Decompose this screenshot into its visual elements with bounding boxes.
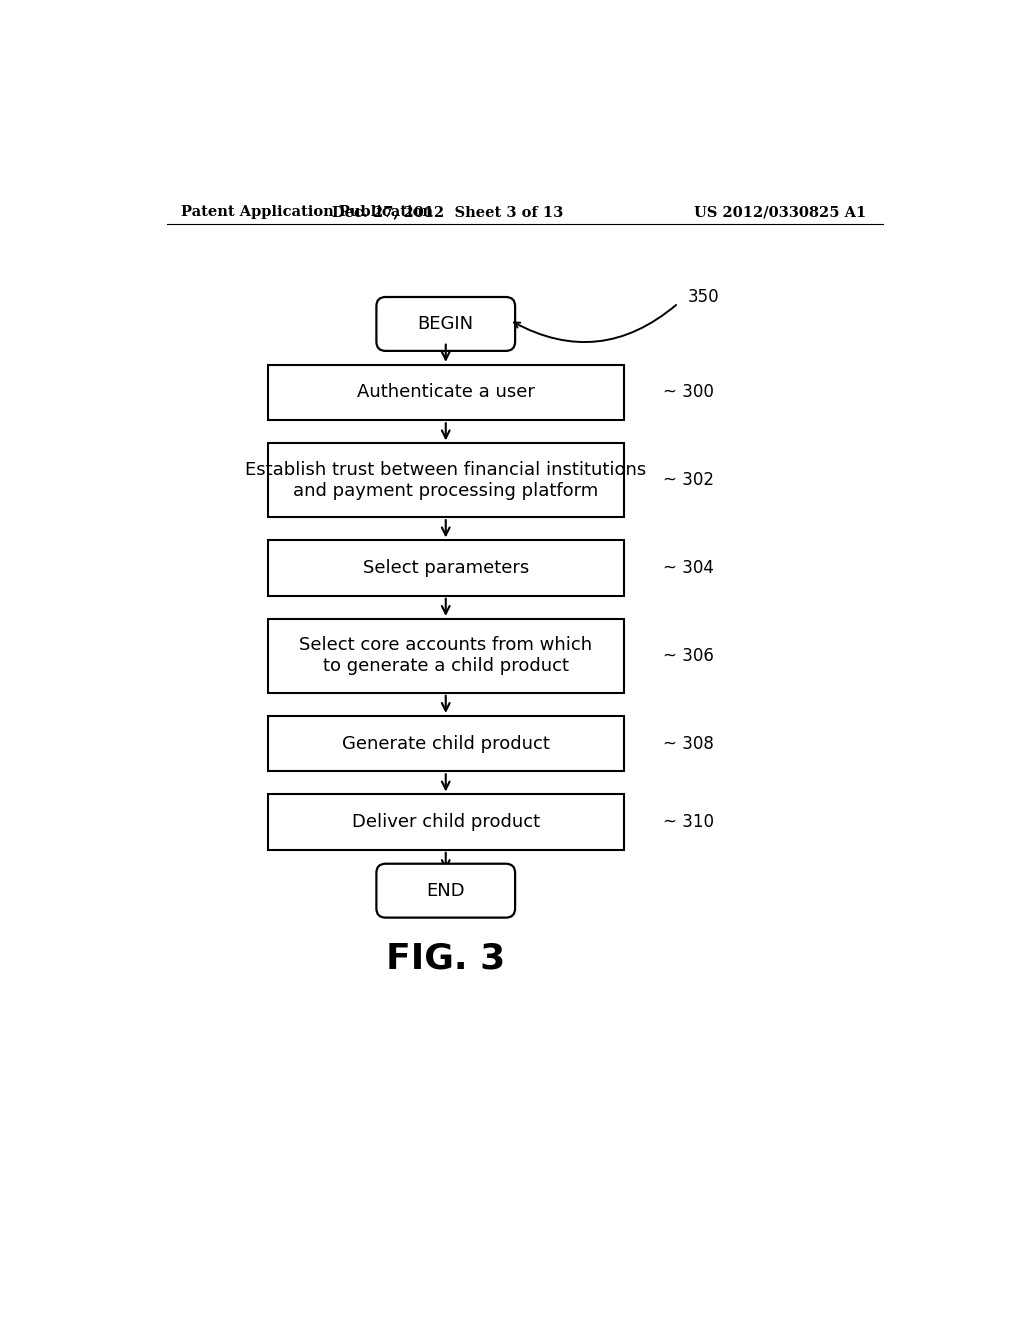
- Text: US 2012/0330825 A1: US 2012/0330825 A1: [693, 206, 866, 219]
- FancyBboxPatch shape: [377, 297, 515, 351]
- FancyBboxPatch shape: [267, 364, 624, 420]
- FancyBboxPatch shape: [267, 444, 624, 517]
- Text: ~ 300: ~ 300: [663, 384, 714, 401]
- Text: BEGIN: BEGIN: [418, 315, 474, 333]
- Text: Select core accounts from which
to generate a child product: Select core accounts from which to gener…: [299, 636, 592, 676]
- FancyBboxPatch shape: [267, 540, 624, 595]
- Text: Authenticate a user: Authenticate a user: [356, 384, 535, 401]
- Text: Generate child product: Generate child product: [342, 735, 550, 752]
- Text: Patent Application Publication: Patent Application Publication: [180, 206, 433, 219]
- Text: ~ 310: ~ 310: [663, 813, 714, 832]
- Text: ~ 308: ~ 308: [663, 735, 714, 752]
- Text: Establish trust between financial institutions
and payment processing platform: Establish trust between financial instit…: [245, 461, 646, 500]
- Text: 350: 350: [687, 288, 719, 306]
- Text: Dec. 27, 2012  Sheet 3 of 13: Dec. 27, 2012 Sheet 3 of 13: [332, 206, 563, 219]
- FancyBboxPatch shape: [267, 715, 624, 771]
- FancyBboxPatch shape: [267, 619, 624, 693]
- Text: Select parameters: Select parameters: [362, 560, 528, 577]
- Text: FIG. 3: FIG. 3: [386, 941, 506, 975]
- Text: END: END: [426, 882, 465, 900]
- Text: ~ 306: ~ 306: [663, 647, 714, 665]
- FancyBboxPatch shape: [377, 863, 515, 917]
- Text: Deliver child product: Deliver child product: [351, 813, 540, 832]
- FancyBboxPatch shape: [267, 795, 624, 850]
- Text: ~ 304: ~ 304: [663, 560, 714, 577]
- Text: ~ 302: ~ 302: [663, 471, 714, 490]
